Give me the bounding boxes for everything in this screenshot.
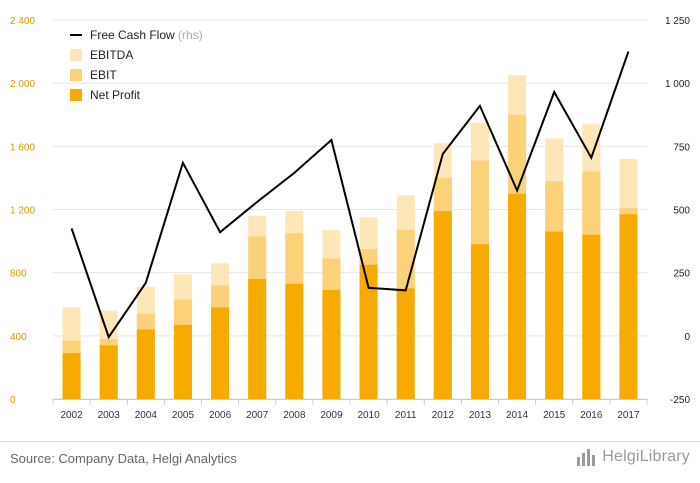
y-left-tick-label: 800 [10,269,27,280]
net-profit-bar [433,211,452,399]
legend-label: EBITDA [90,48,133,62]
y-right-tick-label: 1 250 [665,16,690,27]
free-cash-flow-line [70,51,630,340]
net-profit-bar [359,264,378,399]
x-tick-label: 2011 [395,410,417,421]
net-profit-bar [62,353,81,399]
x-tick-label: 2006 [209,410,232,421]
financial-chart: 0 400 800 1 200 1 600 2 000 2 400 -250 0 250 500 75… [10,16,690,421]
legend-box-swatch [70,69,82,81]
x-tick-label: 2014 [506,410,529,421]
y-right-tick-label: 1 000 [665,79,690,90]
x-tick-label: 2015 [543,410,566,421]
footer-divider [0,441,700,442]
legend-box-swatch [70,89,82,101]
y-left-tick-label: 2 400 [10,16,35,27]
x-tick-label: 2010 [357,410,380,421]
x-tick-label: 2002 [60,410,83,421]
net-profit-bar [248,278,267,399]
x-tick-label: 2003 [98,410,121,421]
legend: Free Cash Flow (rhs) EBITDA EBIT Net Profit [70,28,203,102]
y-right-tick-label: -250 [670,395,690,406]
x-tick-label: 2012 [432,410,455,421]
net-profit-bar [99,345,118,399]
legend-box-swatch [70,49,82,61]
net-profit-bar [470,244,489,399]
net-profit-bar [545,231,564,399]
legend-label: EBIT [90,68,117,82]
net-profit-bar [619,214,638,399]
bar-chart-icon [577,449,596,466]
x-tick-label: 2004 [135,410,158,421]
y-right-tick-label: 0 [684,332,690,343]
x-tick-label: 2016 [580,410,603,421]
x-tick-label: 2013 [469,410,492,421]
y-left-tick-label: 2 000 [10,79,35,90]
net-profit-bar [136,329,155,399]
x-tick-label: 2008 [283,410,306,421]
y-right-tick-label: 750 [673,142,690,153]
net-profit-bar [508,193,527,399]
x-tick-label: 2017 [617,410,640,421]
x-tick-label: 2009 [320,410,343,421]
y-left-tick-label: 0 [10,395,16,406]
legend-unit: (rhs) [178,28,203,42]
brand-name: HelgiLibrary [602,448,690,465]
x-tick-label: 2007 [246,410,269,421]
brand-logo: HelgiLibrary [576,447,690,467]
y-right-tick-label: 250 [673,269,690,280]
net-profit-bar [582,234,601,399]
net-profit-bar [396,288,415,399]
legend-label: Net Profit [90,88,141,102]
free-cash-flow-line-group [70,51,630,340]
axes: 0 400 800 1 200 1 600 2 000 2 400 -250 0 250 500 75… [10,16,690,421]
y-right-tick-label: 500 [673,206,690,217]
bars [62,75,638,399]
net-profit-bar [173,324,192,399]
y-left-tick-label: 1 600 [10,142,35,153]
x-tick-label: 2005 [172,410,195,421]
y-left-tick-label: 400 [10,332,27,343]
legend-label: Free Cash Flow (rhs) [90,28,203,42]
net-profit-bar [322,290,341,399]
source-note: Source: Company Data, Helgi Analytics [10,451,237,466]
net-profit-bar [285,283,304,399]
net-profit-bar [211,307,230,399]
y-left-tick-label: 1 200 [10,206,35,217]
